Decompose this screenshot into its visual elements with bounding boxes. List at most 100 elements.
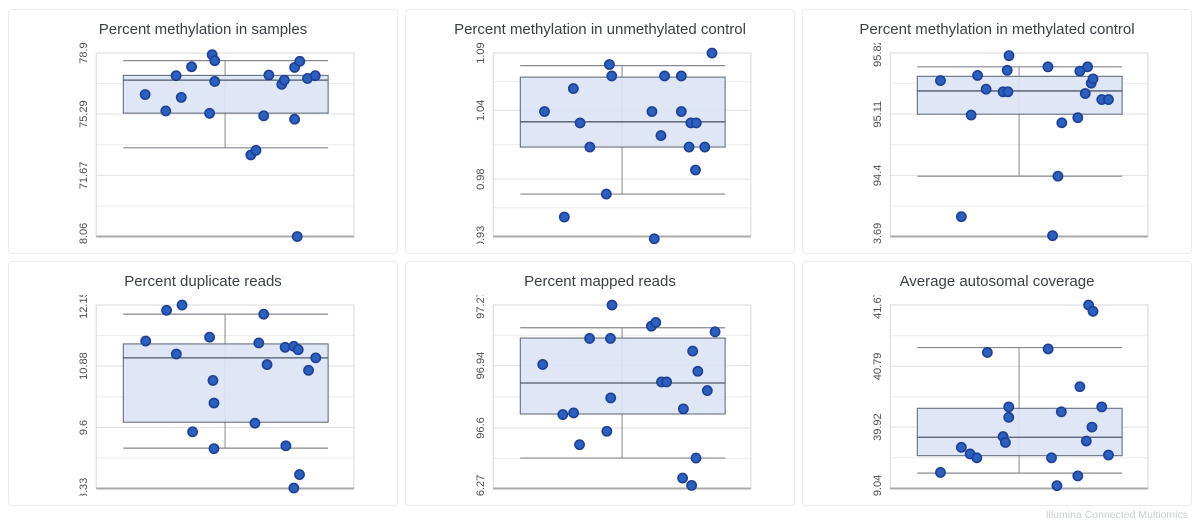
data-point[interactable] bbox=[1047, 230, 1058, 242]
data-point[interactable] bbox=[606, 299, 618, 311]
data-point[interactable] bbox=[309, 70, 321, 82]
data-point[interactable] bbox=[208, 397, 220, 409]
data-point[interactable] bbox=[692, 365, 704, 377]
data-point[interactable] bbox=[1103, 94, 1114, 105]
data-point[interactable] bbox=[204, 107, 216, 119]
data-point[interactable] bbox=[1087, 73, 1099, 85]
data-point[interactable] bbox=[1002, 86, 1014, 98]
data-point[interactable] bbox=[1079, 88, 1091, 99]
data-point[interactable] bbox=[207, 375, 219, 386]
data-point[interactable] bbox=[605, 392, 617, 404]
data-point[interactable] bbox=[294, 55, 306, 67]
data-point[interactable] bbox=[204, 331, 216, 343]
data-point[interactable] bbox=[279, 341, 291, 353]
data-point[interactable] bbox=[648, 233, 660, 244]
data-point[interactable] bbox=[1055, 406, 1067, 418]
data-point[interactable] bbox=[310, 352, 322, 364]
data-point[interactable] bbox=[965, 109, 977, 121]
data-point[interactable] bbox=[574, 439, 585, 451]
data-point[interactable] bbox=[972, 70, 983, 81]
data-point[interactable] bbox=[1082, 61, 1094, 73]
data-point[interactable] bbox=[1087, 305, 1099, 317]
data-point[interactable] bbox=[208, 443, 220, 455]
data-point[interactable] bbox=[209, 76, 221, 87]
data-point[interactable] bbox=[292, 344, 304, 356]
data-point[interactable] bbox=[1003, 401, 1015, 413]
data-point[interactable] bbox=[261, 359, 273, 370]
data-point[interactable] bbox=[558, 211, 570, 223]
data-point[interactable] bbox=[677, 472, 689, 484]
data-point[interactable] bbox=[675, 106, 687, 117]
data-point[interactable] bbox=[1052, 170, 1064, 182]
data-point[interactable] bbox=[955, 441, 967, 453]
data-point[interactable] bbox=[584, 333, 596, 344]
data-point[interactable] bbox=[1003, 50, 1015, 62]
data-point[interactable] bbox=[709, 326, 721, 338]
data-point[interactable] bbox=[160, 105, 172, 117]
data-point[interactable] bbox=[955, 211, 967, 223]
data-point[interactable] bbox=[690, 452, 702, 464]
data-point[interactable] bbox=[690, 164, 701, 176]
data-point[interactable] bbox=[686, 479, 698, 491]
data-point[interactable] bbox=[294, 469, 305, 480]
data-point[interactable] bbox=[606, 70, 618, 82]
data-point[interactable] bbox=[1001, 64, 1013, 76]
data-point[interactable] bbox=[1096, 401, 1108, 413]
data-point[interactable] bbox=[677, 403, 689, 415]
boxplot-chart-area[interactable]: 41.67 40.79 39.92 39.04 bbox=[803, 295, 1191, 496]
data-point[interactable] bbox=[661, 376, 673, 388]
data-point[interactable] bbox=[289, 113, 301, 125]
data-point[interactable] bbox=[161, 304, 172, 316]
data-point[interactable] bbox=[139, 89, 151, 100]
data-point[interactable] bbox=[699, 141, 711, 153]
data-point[interactable] bbox=[706, 47, 718, 59]
data-point[interactable] bbox=[187, 426, 199, 438]
boxplot-chart-area[interactable]: 1.09 1.04 0.98 0.93 bbox=[406, 43, 794, 244]
data-point[interactable] bbox=[1072, 112, 1084, 124]
data-point[interactable] bbox=[567, 83, 579, 94]
data-point[interactable] bbox=[600, 188, 612, 200]
data-point[interactable] bbox=[1042, 61, 1054, 73]
data-point[interactable] bbox=[568, 407, 580, 419]
data-point[interactable] bbox=[176, 299, 188, 311]
data-point[interactable] bbox=[250, 144, 262, 156]
data-point[interactable] bbox=[1103, 449, 1114, 461]
data-point[interactable] bbox=[980, 83, 992, 95]
data-point[interactable] bbox=[650, 317, 662, 328]
data-point[interactable] bbox=[291, 231, 303, 242]
data-point[interactable] bbox=[1080, 435, 1092, 447]
data-point[interactable] bbox=[1003, 411, 1015, 423]
data-point[interactable] bbox=[278, 74, 290, 86]
data-point[interactable] bbox=[605, 333, 616, 344]
data-point[interactable] bbox=[655, 130, 667, 142]
data-point[interactable] bbox=[249, 417, 261, 429]
data-point[interactable] bbox=[258, 308, 270, 320]
data-point[interactable] bbox=[971, 452, 983, 464]
data-point[interactable] bbox=[584, 141, 596, 153]
data-point[interactable] bbox=[280, 440, 292, 452]
data-point[interactable] bbox=[1051, 480, 1063, 492]
data-point[interactable] bbox=[981, 347, 993, 358]
data-point[interactable] bbox=[675, 70, 687, 82]
data-point[interactable] bbox=[539, 106, 550, 117]
data-point[interactable] bbox=[140, 335, 152, 347]
data-point[interactable] bbox=[574, 117, 586, 129]
boxplot-chart-area[interactable]: 97.27 96.94 96.6 96.27 bbox=[406, 295, 794, 496]
boxplot-chart-area[interactable]: 12.15 10.88 9.6 8.33 bbox=[9, 295, 397, 496]
data-point[interactable] bbox=[604, 59, 615, 70]
data-point[interactable] bbox=[1046, 452, 1057, 464]
data-point[interactable] bbox=[288, 482, 300, 494]
data-point[interactable] bbox=[601, 425, 613, 437]
data-point[interactable] bbox=[258, 110, 270, 122]
data-point[interactable] bbox=[701, 385, 713, 396]
data-point[interactable] bbox=[303, 364, 314, 376]
data-point[interactable] bbox=[209, 55, 221, 67]
data-point[interactable] bbox=[537, 359, 549, 370]
data-point[interactable] bbox=[186, 61, 197, 73]
data-point[interactable] bbox=[999, 437, 1011, 448]
data-point[interactable] bbox=[263, 69, 275, 81]
data-point[interactable] bbox=[1072, 470, 1084, 482]
data-point[interactable] bbox=[170, 70, 182, 82]
data-point[interactable] bbox=[557, 409, 569, 420]
data-point[interactable] bbox=[175, 91, 187, 103]
